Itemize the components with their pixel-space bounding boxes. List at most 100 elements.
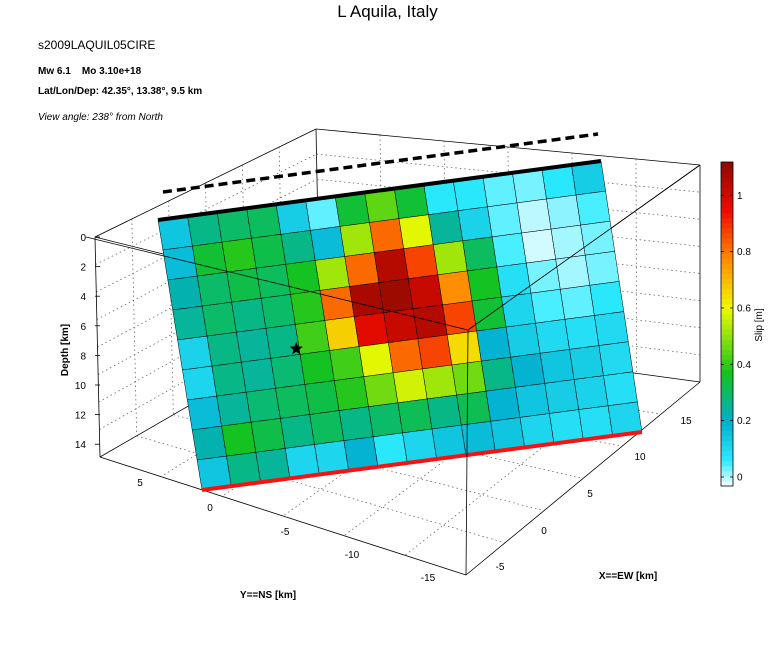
slip-cell [412,304,448,340]
surface-trace [162,132,599,194]
slip-cell [231,298,267,333]
slip-cell [329,346,364,381]
slip-cell [211,361,247,397]
depth-tick-label: 14 [75,440,87,451]
colorbar-segment [721,258,733,264]
colorbar-segment [721,263,733,269]
colorbar-segment [721,430,733,436]
colorbar-segment [721,480,733,487]
hypocenter [289,341,303,355]
ew-axis-label: X==EW [km] [599,571,657,582]
colorbar-tick-label: 0.8 [737,247,751,258]
colorbar-segment [721,172,733,178]
colorbar-segment [721,283,733,290]
colorbar-segment [721,222,733,229]
colorbar-segment [721,405,733,411]
colorbar-segment [721,339,733,345]
slip-cell [501,292,536,328]
slip-cell [560,285,595,320]
colorbar-segment [721,460,733,467]
colorbar-segment [721,182,733,188]
colorbar-segment [721,248,733,254]
slip-cell [310,226,345,261]
ns-axis-label: Y==NS [km] [240,590,296,601]
colorbar-segment [721,374,733,381]
slip-cell [338,406,374,441]
depth-tick-label: 6 [80,322,86,333]
location-line: Lat/Lon/Dep: 42.35°, 13.38°, 9.5 km [38,86,203,97]
slip-cell [363,372,399,407]
colorbar-segment [721,202,733,209]
colorbar-segment [721,227,733,234]
slip-cell [182,365,217,401]
slip-cell [594,311,629,346]
slip-cell [397,398,433,434]
colorbar: 0 0.2 0.4 0.6 0.8 1 Slip [m] [720,161,765,487]
slip-cell [245,388,281,423]
slip-cell [550,224,586,260]
slip-cell [265,324,301,359]
colorbar-segment [721,435,733,442]
colorbar-segment [721,349,733,355]
depth-tick-label: 8 [80,351,86,362]
slip-cell [285,260,321,295]
slip-cell [334,376,369,411]
slip-cell [530,289,566,324]
depth-axis-label: Depth [km] [60,324,71,376]
slip-cell [422,364,457,400]
axis-ticks: 0 2 4 6 8 10 12 14 5 0 -5 -10 -15 -5 0 5 10 15 [75,233,692,584]
slip-cell [408,274,443,310]
colorbar-segment [721,344,733,350]
slip-cell [521,228,556,264]
slip-cell [241,358,276,393]
slip-cell [457,206,493,242]
colorbar-segment [721,192,733,199]
slip-cell [295,320,330,355]
slip-cell [603,371,638,407]
slip-cell [260,294,296,329]
slip-cell [451,360,487,396]
fault-surface-trace [162,132,599,194]
ns-tick-label: 5 [137,478,143,489]
slip-cell [392,368,428,404]
colorbar-segment [721,445,733,452]
slip-cell [275,384,310,419]
depth-tick-label: 10 [75,381,87,392]
fault-bottom-edge [201,430,643,492]
magnitude: Mw 6.1 [38,66,71,77]
slip-cell [555,254,591,290]
colorbar-segment [721,450,733,457]
colorbar-tick-label: 1 [737,191,743,202]
slip-cell [539,349,575,384]
slip-cell [471,296,507,332]
slip-cell [201,301,237,337]
colorbar-segment [721,475,733,482]
depth-tick-label: 4 [80,292,86,303]
colorbar-segment [721,298,733,305]
colorbar-segment [721,273,733,280]
slip-cell [476,326,511,362]
colorbar-segment [721,167,733,173]
slip-cell [270,354,306,389]
slip-cell [598,341,634,376]
slip-cell [250,418,286,453]
slip-cell [442,300,477,336]
slip-cell [353,312,389,347]
grid-line [316,153,701,193]
slip-cell [344,252,380,287]
colorbar-segment [721,313,733,320]
colorbar-tick-label: 0 [737,473,743,484]
colorbar-segment [721,212,733,219]
slip-cell [172,305,208,341]
magnitude-line: Mw 6.1 Mo 3.10e+18 [38,66,141,77]
slip-cell [467,266,502,302]
ns-tick-label: -15 [421,573,436,584]
slip-cell [309,410,345,445]
colorbar-segment [721,278,733,285]
slip-cell [324,316,360,351]
slip-cell [187,395,222,431]
slip-cell [304,380,340,415]
slip-cell [516,198,552,234]
box-front-vertical [94,236,101,458]
